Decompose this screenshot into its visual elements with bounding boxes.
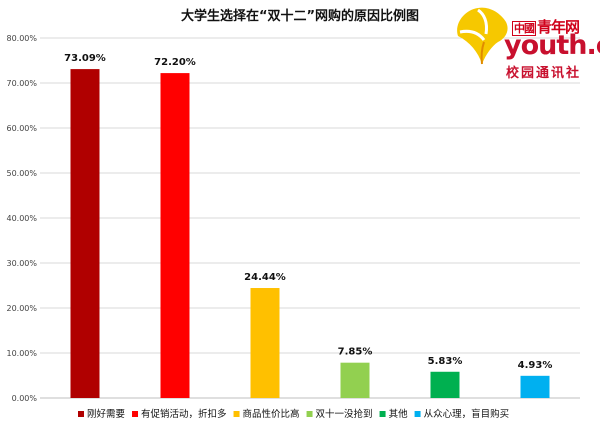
logo-english: youth.cn: [504, 30, 600, 61]
legend-item: 刚好需要: [87, 408, 125, 420]
data-label: 73.09%: [64, 53, 106, 64]
bars: [70, 69, 550, 398]
bar: [250, 288, 280, 398]
y-tick-label: 30.00%: [6, 259, 37, 268]
y-tick-label: 50.00%: [6, 169, 37, 178]
y-tick-label: 70.00%: [6, 79, 37, 88]
legend-swatch: [379, 411, 386, 417]
legend-swatch: [132, 411, 139, 417]
legend-swatch: [233, 411, 240, 417]
y-tick-label: 80.00%: [6, 34, 37, 43]
y-tick-label: 0.00%: [12, 394, 38, 403]
y-tick-label: 60.00%: [6, 124, 37, 133]
legend-item: 从众心理，盲目购买: [424, 408, 510, 420]
legend-item: 双十一没抢到: [316, 408, 373, 420]
bar: [520, 375, 550, 398]
data-label: 4.93%: [518, 360, 553, 371]
data-labels: 73.09% 72.20% 24.44% 7.85% 5.83% 4.93%: [64, 53, 552, 371]
legend-item: 其他: [389, 408, 409, 420]
legend-item: 商品性价比高: [243, 408, 300, 420]
bar: [430, 371, 460, 398]
y-tick-label: 40.00%: [6, 214, 37, 223]
gridlines: [40, 37, 580, 399]
logo-cn-prefix: 中國: [512, 21, 536, 36]
legend-item: 有促销活动，折扣多: [141, 408, 227, 420]
data-label: 72.20%: [154, 57, 196, 68]
legend-swatch: [414, 411, 421, 417]
bar: [340, 362, 370, 398]
legend: 刚好需要 有促销活动，折扣多 商品性价比高 双十一没抢到 其他 从众心理，盲目购买: [78, 408, 509, 420]
data-label: 5.83%: [428, 356, 463, 367]
logo-chinese-name: 中國 青年网: [512, 16, 580, 37]
y-tick-label: 20.00%: [6, 304, 37, 313]
logo-subtitle: 校园通讯社: [506, 66, 582, 81]
data-label: 24.44%: [244, 272, 286, 283]
bar: [160, 73, 190, 398]
ginkgo-leaf-icon: [457, 7, 508, 65]
data-label: 7.85%: [338, 347, 373, 358]
legend-swatch: [306, 411, 313, 417]
legend-swatch: [78, 411, 84, 417]
y-tick-label: 10.00%: [6, 349, 37, 358]
chart-title: 大学生选择在“双十二”网购的原因比例图: [181, 8, 419, 24]
bar: [70, 69, 100, 398]
logo-cn-name: 青年网: [537, 18, 580, 36]
y-axis: 0.00% 10.00% 20.00% 30.00% 40.00% 50.00% 60.00…: [6, 34, 37, 403]
